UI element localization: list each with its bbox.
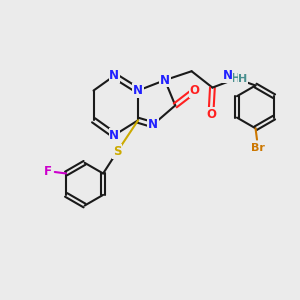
- Text: H: H: [231, 72, 241, 85]
- Text: Br: Br: [251, 142, 265, 153]
- Text: O: O: [190, 84, 200, 97]
- Text: H: H: [238, 74, 248, 84]
- Text: N: N: [109, 69, 119, 82]
- Text: N: N: [160, 74, 170, 87]
- Text: F: F: [44, 165, 52, 178]
- Text: N: N: [133, 84, 143, 97]
- Text: N: N: [109, 129, 119, 142]
- Text: N: N: [148, 118, 158, 131]
- Text: S: S: [113, 145, 122, 158]
- Text: O: O: [206, 108, 216, 121]
- Text: N: N: [223, 69, 233, 82]
